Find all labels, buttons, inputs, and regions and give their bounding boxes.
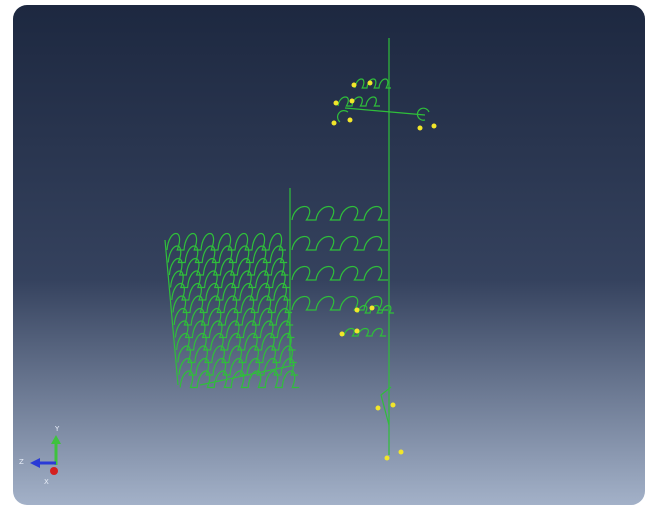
z-axis-label: Z	[19, 458, 24, 466]
axis-triad: Y Z X	[19, 425, 61, 486]
spring	[171, 282, 291, 301]
spring	[337, 96, 380, 107]
model-wireframe	[164, 38, 430, 455]
spring	[291, 265, 388, 281]
brace	[380, 386, 392, 426]
x-axis-label: X	[44, 478, 49, 486]
y-axis-head	[51, 435, 61, 444]
spring	[168, 257, 289, 276]
spring	[176, 332, 296, 351]
frame-edge	[164, 239, 179, 386]
z-axis-head	[30, 458, 40, 468]
spring	[167, 245, 288, 264]
spring	[343, 327, 386, 337]
joint	[416, 107, 430, 121]
spring	[291, 235, 388, 251]
joint	[337, 110, 349, 123]
node	[398, 449, 404, 455]
spring	[291, 205, 388, 221]
node	[347, 117, 353, 123]
node	[354, 307, 360, 313]
spring	[354, 78, 391, 89]
spring	[172, 295, 292, 314]
node	[384, 455, 390, 461]
node	[333, 100, 339, 106]
support-points	[331, 80, 437, 461]
spring	[173, 307, 294, 326]
node	[417, 125, 423, 131]
x-axis-dot	[50, 467, 58, 475]
y-axis-label: Y	[54, 425, 60, 433]
node	[367, 80, 373, 86]
spring	[170, 270, 290, 289]
node	[431, 123, 437, 129]
node	[351, 82, 357, 88]
spring	[166, 232, 286, 251]
node	[349, 98, 355, 104]
node	[331, 120, 337, 126]
spring	[179, 370, 300, 389]
cross-member	[344, 107, 426, 116]
node	[369, 305, 375, 311]
spring	[291, 295, 388, 311]
node	[390, 402, 396, 408]
spring	[174, 320, 295, 339]
spring	[178, 357, 298, 376]
spring	[357, 304, 394, 314]
node	[375, 405, 381, 411]
spring	[177, 345, 297, 364]
node	[354, 328, 360, 334]
node	[339, 331, 345, 337]
viewport-background	[13, 5, 645, 505]
